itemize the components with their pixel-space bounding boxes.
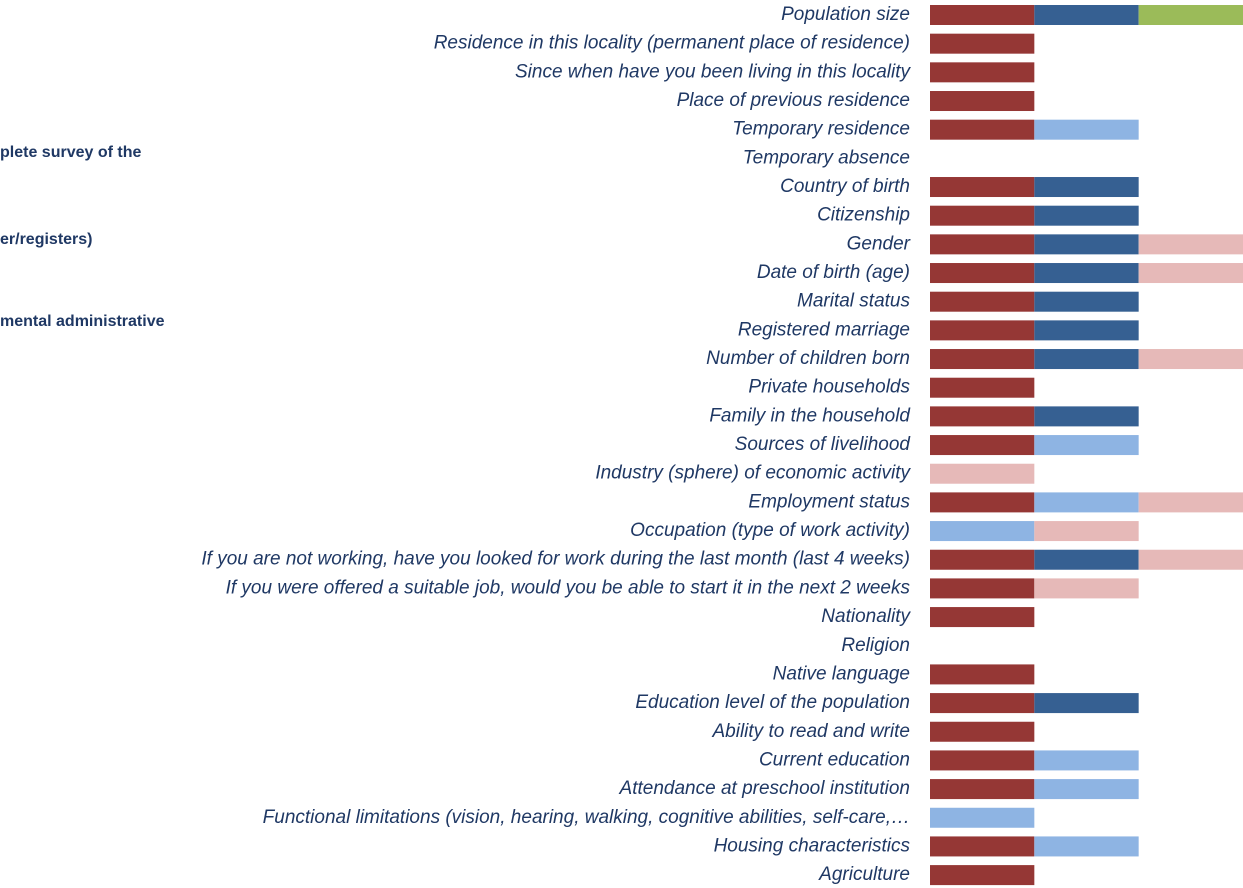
category-label: Temporary absence [743,147,910,168]
category-label: Religion [841,635,910,656]
bar-segment [1034,693,1139,714]
bar-segment [930,119,1035,140]
bar-segment [930,349,1035,370]
bar-segment [1034,177,1139,198]
category-label: Since when have you been living in this … [515,61,912,82]
bar-segment [1138,234,1243,255]
bar-segment [1138,263,1243,284]
category-label: Citizenship [817,205,910,226]
bar-segment [930,205,1035,226]
category-label: Residence in this locality (permanent pl… [434,33,910,54]
legend-label: mental administrative [0,313,165,330]
bar-segment [930,492,1035,513]
bar-segment [1034,234,1139,255]
category-label: Temporary residence [732,119,910,140]
bar-segment [930,177,1035,198]
bar-segment [930,463,1035,484]
bar-segment [930,607,1035,628]
bar-segment [1034,578,1139,599]
category-label: Sources of livelihood [735,434,912,455]
bar-segment [930,836,1035,857]
category-label: Ability to read and write [712,721,911,742]
bar-segment [930,721,1035,742]
category-label: Native language [773,663,910,684]
bar-segment [930,234,1035,255]
bar-segment [930,435,1035,456]
bar-segment [1034,549,1139,570]
legend-label: plete survey of the [0,144,141,161]
bar-segment [930,91,1035,112]
bar-segment [1034,836,1139,857]
category-label: Agriculture [818,864,910,885]
category-label: Occupation (type of work activity) [630,520,910,541]
bar-segment [930,807,1035,828]
category-label: Housing characteristics [714,835,911,856]
bar-segment [930,320,1035,341]
category-label: Date of birth (age) [757,262,910,283]
bar-segment [1034,406,1139,427]
category-label: Marital status [797,291,910,312]
category-label: Industry (sphere) of economic activity [595,463,911,484]
bar-segment [1034,5,1139,25]
category-label: Number of children born [706,348,910,369]
category-label: Functional limitations (vision, hearing,… [263,807,910,828]
bar-segment [1034,435,1139,456]
category-label: Population size [781,4,910,25]
bar-segment [1034,320,1139,341]
legend-label: er/registers) [0,231,93,248]
category-label: If you were offered a suitable job, woul… [226,577,911,598]
bar-segment [930,750,1035,771]
bar-segment [930,693,1035,714]
bar-segment [930,33,1035,54]
category-label: Country of birth [780,176,910,197]
bar-segment [1138,5,1243,25]
category-label: Private households [748,377,910,398]
category-label: Education level of the population [635,692,910,713]
category-label: Nationality [821,606,911,627]
bar-segment [1138,492,1243,513]
bar-segment [1034,779,1139,800]
bar-segment [930,779,1035,800]
bar-segment [930,291,1035,312]
bar-segment [930,263,1035,284]
bar-segment [930,406,1035,427]
bar-segment [1034,492,1139,513]
bar-segment [930,549,1035,570]
category-label: Gender [847,233,911,254]
category-label: If you are not working, have you looked … [201,549,910,570]
bar-segment [930,62,1035,83]
bar-segment [930,521,1035,542]
bar-segment [1034,291,1139,312]
bar-segment [930,664,1035,685]
bar-segment [1034,263,1139,284]
category-label: Attendance at preschool institution [619,778,910,799]
bar-segment [930,865,1035,886]
bar-segment [1034,521,1139,542]
bar-segment [1138,349,1243,370]
category-label: Current education [759,749,910,770]
bar-segment [1034,349,1139,370]
category-label: Family in the household [709,405,911,426]
bar-segment [1138,549,1243,570]
bar-segment [930,5,1035,25]
category-label: Place of previous residence [677,90,910,111]
bar-segment [1034,750,1139,771]
bar-segment [1034,205,1139,226]
bar-segment [930,377,1035,398]
category-label: Employment status [748,491,910,512]
bar-segment [1034,119,1139,140]
category-label: Registered marriage [738,319,910,340]
bar-segment [930,578,1035,599]
